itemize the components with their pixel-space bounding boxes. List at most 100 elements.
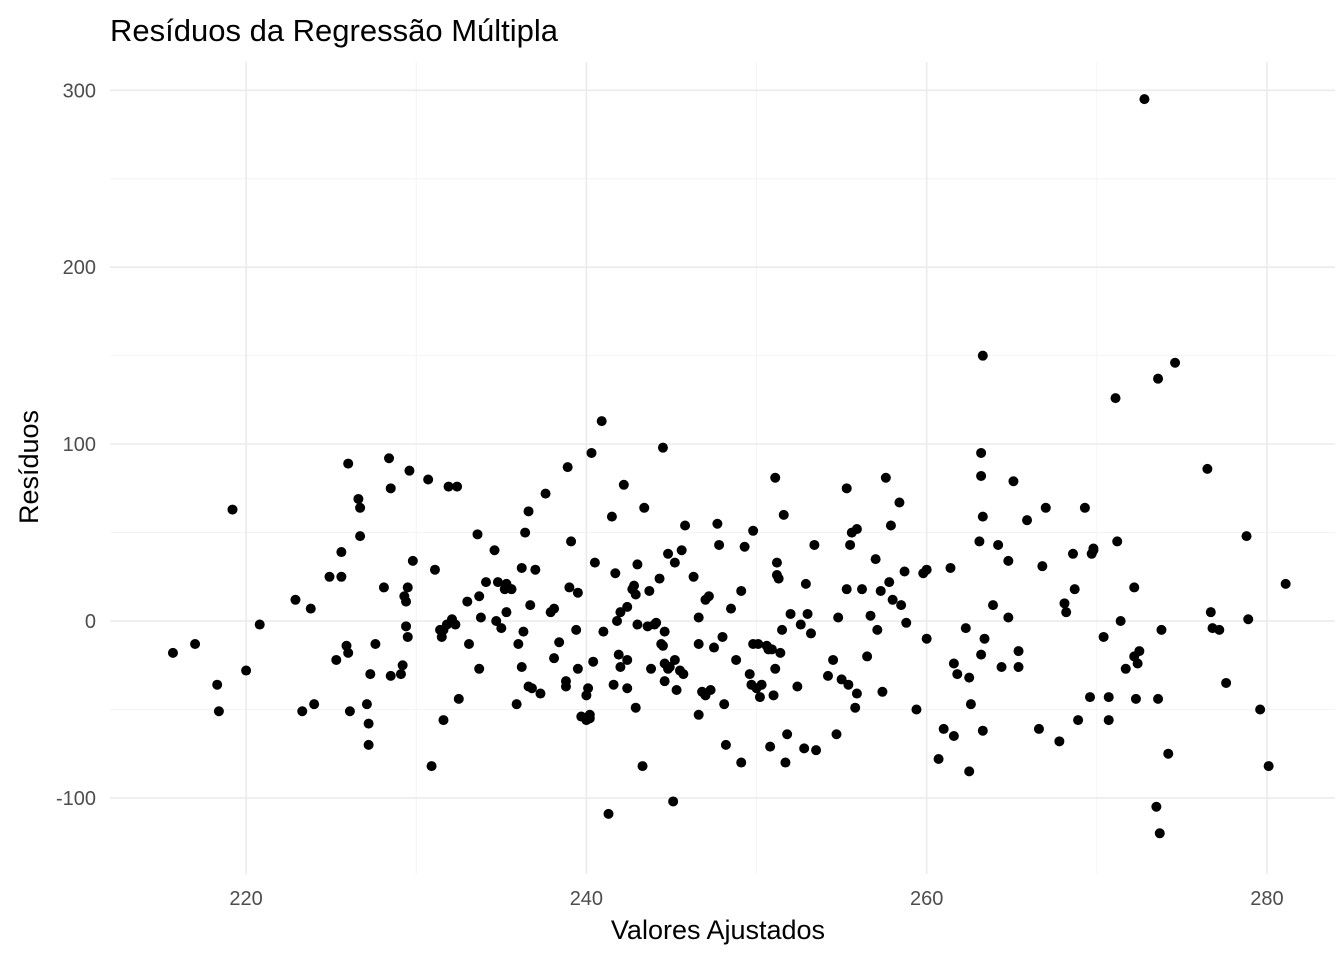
data-point <box>996 662 1007 673</box>
data-point <box>395 669 406 680</box>
data-point <box>385 483 396 494</box>
data-point <box>506 584 517 595</box>
data-point <box>540 488 551 499</box>
data-point <box>554 637 565 648</box>
data-point <box>1154 828 1165 839</box>
data-point <box>571 624 582 635</box>
data-point <box>778 509 789 520</box>
data-point <box>378 582 389 593</box>
data-point <box>976 447 987 458</box>
data-point <box>426 761 437 772</box>
data-point <box>875 585 886 596</box>
data-point <box>355 531 366 542</box>
data-point <box>657 640 668 651</box>
data-point <box>1280 578 1291 589</box>
data-point <box>795 619 806 630</box>
data-point <box>1003 555 1014 566</box>
data-point <box>1153 373 1164 384</box>
data-point <box>336 547 347 558</box>
data-point <box>615 662 626 673</box>
y-axis-ticks: -100 0 100 200 300 <box>56 80 96 810</box>
data-point <box>952 669 963 680</box>
data-point <box>1163 748 1174 759</box>
data-point <box>1151 801 1162 812</box>
data-point <box>1054 736 1065 747</box>
data-point <box>664 662 675 673</box>
data-point <box>370 639 381 650</box>
data-point <box>894 497 905 508</box>
data-point <box>438 715 449 726</box>
data-point <box>731 654 742 665</box>
data-point <box>748 525 759 536</box>
data-point <box>948 731 959 742</box>
data-point <box>331 654 342 665</box>
data-point <box>851 524 862 535</box>
y-tick-label: -100 <box>56 788 96 810</box>
data-point <box>606 511 617 522</box>
data-point <box>1103 715 1114 726</box>
data-point <box>841 584 852 595</box>
data-point <box>1112 536 1123 547</box>
data-point <box>693 612 704 623</box>
data-point <box>1241 531 1252 542</box>
data-point <box>720 739 731 750</box>
data-point <box>714 539 725 550</box>
x-axis-ticks: 220 240 260 280 <box>229 888 1283 910</box>
data-point <box>511 699 522 710</box>
data-point <box>610 568 621 579</box>
data-point <box>792 681 803 692</box>
data-point <box>1008 476 1019 487</box>
data-point <box>964 766 975 777</box>
data-point <box>588 656 599 667</box>
data-point <box>596 416 607 427</box>
data-point <box>857 584 868 595</box>
data-point <box>516 662 527 673</box>
x-tick-label: 220 <box>229 888 262 910</box>
data-point <box>1069 584 1080 595</box>
data-point <box>688 571 699 582</box>
data-point <box>911 704 922 715</box>
data-point <box>802 608 813 619</box>
data-point <box>870 554 881 565</box>
data-point <box>765 741 776 752</box>
data-point <box>836 674 847 685</box>
data-point <box>845 539 856 550</box>
data-point <box>227 504 238 515</box>
data-point <box>525 600 536 611</box>
data-point <box>965 699 976 710</box>
data-points <box>167 94 1291 839</box>
data-point <box>496 623 507 634</box>
data-point <box>361 699 372 710</box>
data-point <box>1130 693 1141 704</box>
data-point <box>887 594 898 605</box>
data-point <box>1129 582 1140 593</box>
data-point <box>771 557 782 568</box>
data-point <box>744 669 755 680</box>
data-point <box>780 757 791 768</box>
data-point <box>290 594 301 605</box>
data-point <box>450 619 461 630</box>
data-point <box>1202 463 1213 474</box>
data-point <box>862 651 873 662</box>
data-point <box>365 669 376 680</box>
data-point <box>799 743 810 754</box>
data-point <box>828 654 839 665</box>
data-point <box>654 573 665 584</box>
data-point <box>407 555 418 566</box>
data-point <box>241 665 252 676</box>
data-point <box>1115 616 1126 627</box>
data-point <box>443 481 454 492</box>
y-tick-label: 200 <box>63 257 96 279</box>
data-point <box>429 564 440 575</box>
data-point <box>622 683 633 694</box>
data-point <box>659 676 670 687</box>
data-point <box>773 573 784 584</box>
data-point <box>880 472 891 483</box>
data-point <box>630 702 641 713</box>
data-point <box>1139 94 1150 105</box>
data-point <box>639 502 650 513</box>
data-point <box>535 688 546 699</box>
data-point <box>363 718 374 729</box>
data-point <box>1088 543 1099 554</box>
